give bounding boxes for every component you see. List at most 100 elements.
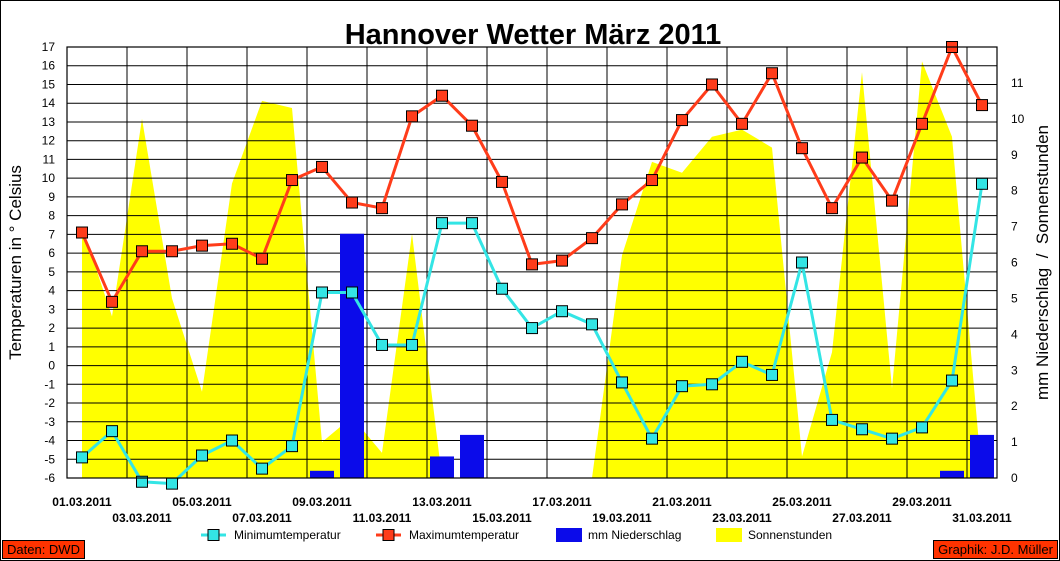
precipitation-bar [970,434,994,478]
precipitation-bar [310,470,334,478]
max-temperature-point [316,160,328,173]
x-tick-label: 27.03.2011 [832,511,892,525]
x-tick-label: 09.03.2011 [292,495,352,509]
min-temperature-point [166,477,178,490]
min-temperature-point [556,305,568,318]
min-temperature-point [616,376,628,389]
y-tick-label-left: 16 [42,59,56,73]
min-temperature-point [406,338,418,351]
min-temperature-point [766,368,778,381]
y-tick-label-right: 3 [1011,363,1018,377]
y-tick-label-right: 8 [1011,184,1018,198]
x-tick-label: 13.03.2011 [412,495,472,509]
precipitation-bar [430,456,454,478]
max-temperature-point [436,89,448,102]
y-tick-label-left: 8 [48,209,55,223]
max-temperature-point [256,252,268,265]
precipitation-bar [940,470,964,478]
x-tick-label: 23.03.2011 [712,511,772,525]
min-temperature-point [436,217,448,230]
max-temperature-point [766,67,778,80]
y-tick-label-right: 7 [1011,220,1018,234]
max-temperature-point [676,114,688,127]
y-tick-label-left: -4 [44,434,55,448]
y-tick-label-right: 10 [1011,112,1025,126]
y-tick-label-left: 7 [48,227,55,241]
y-tick-label-left: -6 [44,471,55,485]
x-tick-label: 25.03.2011 [772,495,832,509]
max-temperature-point [496,175,508,188]
max-temperature-point [886,194,898,207]
min-temperature-point [916,421,928,434]
min-temperature-point [706,378,718,391]
max-temperature-point [736,117,748,130]
max-temperature-point [106,295,118,308]
max-temperature-point [706,78,718,91]
y-tick-label-left: 11 [43,152,56,166]
min-temperature-point [526,322,538,335]
min-temperature-point [466,217,478,230]
x-tick-label: 17.03.2011 [532,495,592,509]
min-temperature-point [346,286,358,299]
y-tick-label-left: 14 [42,96,56,110]
x-tick-label: 21.03.2011 [652,495,712,509]
min-temperature-point [946,374,958,387]
max-temperature-point [616,198,628,211]
chart-title: Hannover Wetter März 2011 [345,19,722,51]
min-temperature-point [316,286,328,299]
y-tick-label-right: 2 [1011,399,1018,413]
y-tick-label-left: -1 [44,377,55,391]
legend-max-marker [382,529,395,541]
precipitation-bar [340,233,364,478]
max-temperature-point [466,119,478,132]
max-temperature-point [646,174,658,187]
axes [66,46,998,479]
y-tick-label-right: 6 [1011,256,1018,270]
precipitation-bars [310,233,994,478]
legend-precip-swatch [556,528,582,542]
y-tick-label-right: 9 [1011,148,1018,162]
min-temperature-point [586,318,598,331]
y-tick-label-left: 1 [48,340,55,354]
y-tick-label-left: 2 [48,321,55,335]
x-tick-label: 07.03.2011 [232,511,292,525]
x-tick-label: 31.03.2011 [952,511,1012,525]
y-tick-label-left: 9 [48,190,55,204]
max-temperature-point [196,239,208,252]
y-tick-label-right: 4 [1011,327,1018,341]
plot-border [66,46,998,479]
min-temperature-point [496,282,508,295]
min-temperature-point [796,256,808,269]
min-temperature-point [676,380,688,393]
max-temperature-point [556,254,568,267]
x-tick-label: 11.03.2011 [353,511,412,525]
tick-labels: 17161514131211109876543210-1-2-3-4-5-611… [42,40,1025,525]
legend-sun-swatch [716,528,742,542]
min-temperature-point [886,432,898,445]
y-tick-label-left: -2 [44,396,55,410]
min-temperature-point [136,475,148,488]
legend-max-label: Maximumtemperatur [409,528,519,542]
temperature-lines [76,41,988,490]
max-temperature-point [856,151,868,164]
max-temperature-point [976,99,988,112]
x-tick-label: 29.03.2011 [892,495,952,509]
data-source-badge: Daten: DWD [2,540,85,559]
min-temperature-point [226,434,238,447]
x-tick-label: 15.03.2011 [472,511,532,525]
x-tick-label: 19.03.2011 [592,511,652,525]
y-axis-label-right: mm Niederschlag / Sonnenstunden [1033,125,1052,400]
min-temperature-point [286,440,298,453]
max-temperature-point [406,110,418,123]
y-tick-label-left: 12 [42,134,56,148]
y-tick-label-left: -3 [44,415,55,429]
y-tick-label-left: 10 [42,171,56,185]
legend-min-marker [207,529,220,541]
precipitation-bar [460,434,484,478]
y-tick-label-right: 5 [1011,291,1018,305]
max-temperature-point [286,174,298,187]
min-temperature-point [376,338,388,351]
y-tick-label-left: 13 [42,115,56,129]
